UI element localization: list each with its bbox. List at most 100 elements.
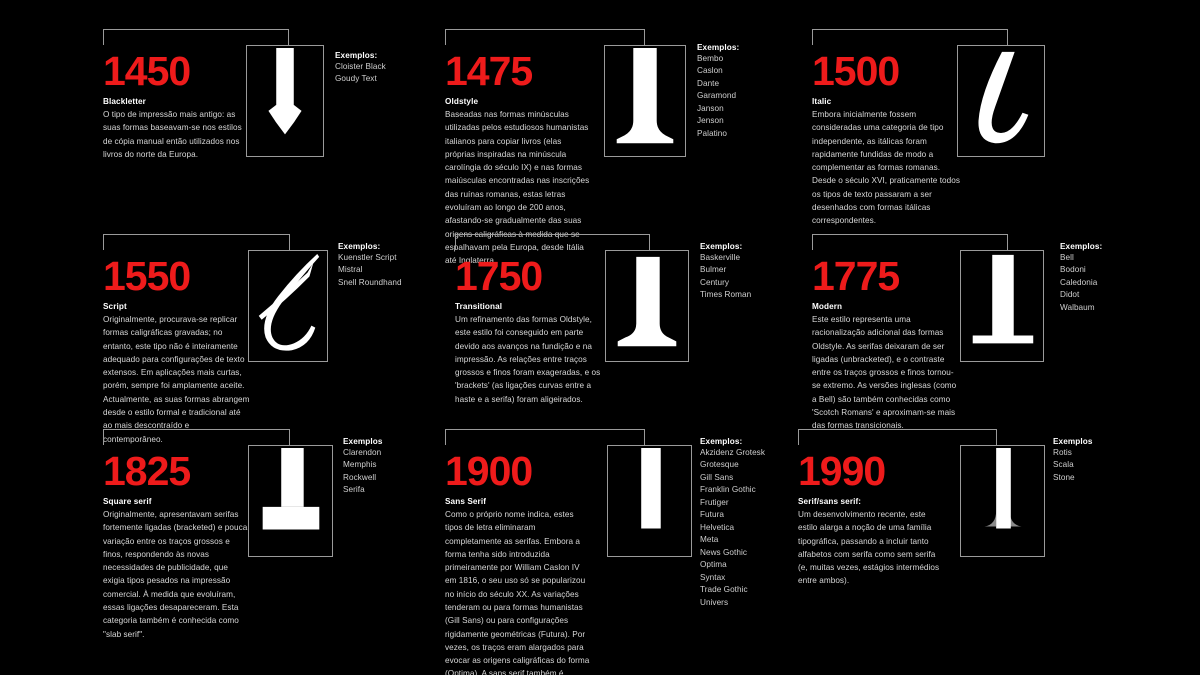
examples-items: Akzidenz Grotesk Grotesque Gill Sans Frankl… bbox=[700, 447, 820, 609]
style-description: O tipo de impressão mais antigo: as suas… bbox=[103, 110, 242, 159]
example-item: Optima bbox=[700, 560, 727, 570]
example-item: Syntax bbox=[700, 572, 726, 582]
example-item: Serifa bbox=[343, 485, 365, 495]
timeline-cell-1825: 1825 Square serif Originalmente, apresen… bbox=[103, 429, 403, 639]
serif-sans-i-icon bbox=[984, 447, 1022, 529]
style-description: Como o próprio nome indica, estes tipos … bbox=[445, 510, 590, 675]
blackletter-i-icon bbox=[268, 47, 302, 135]
style-name: Sans Serif bbox=[445, 497, 487, 506]
example-item: Snell Roundhand bbox=[338, 277, 402, 287]
examples-title: Exemplos: bbox=[700, 437, 743, 446]
glyph-specimen-blackletter bbox=[246, 45, 324, 157]
example-item: Helvetica bbox=[700, 522, 735, 532]
example-item: Frutiger bbox=[700, 497, 729, 507]
cell-bracket bbox=[103, 234, 290, 250]
timeline-cell-1475: 1475 Oldstyle Baseadas nas formas minúsc… bbox=[445, 29, 745, 265]
examples-items: Baskerville Bulmer Century Times Roman bbox=[700, 252, 820, 302]
examples-title: Exemplos bbox=[343, 437, 383, 446]
transitional-i-icon bbox=[617, 256, 677, 347]
oldstyle-i-icon bbox=[616, 47, 674, 144]
glyph-specimen-serif-sans bbox=[960, 445, 1045, 557]
example-item: Rotis bbox=[1053, 448, 1072, 457]
sans-serif-i-icon bbox=[641, 447, 661, 529]
style-description: Originalmente, procurava-se replicar for… bbox=[103, 315, 250, 444]
style-description: Este estilo representa uma racionalizaçã… bbox=[812, 315, 957, 431]
examples-items: Clarendon Memphis Rockwell Serifa bbox=[343, 447, 463, 497]
timeline-cell-1900: 1900 Sans Serif Como o próprio nome indi… bbox=[445, 429, 765, 675]
cell-bracket bbox=[812, 234, 1008, 250]
style-name: Serif/sans serif: bbox=[798, 497, 862, 506]
cell-bracket bbox=[445, 429, 645, 445]
style-name: Oldstyle bbox=[445, 97, 479, 106]
year-label: 1990 bbox=[798, 448, 886, 494]
example-item: Clarendon bbox=[343, 448, 382, 457]
example-item: Univers bbox=[700, 597, 729, 607]
examples-list: Exemplos: Kuenstler Script Mistral Snell R… bbox=[338, 242, 458, 289]
example-item: Scala bbox=[1053, 460, 1074, 470]
example-item: Cloister Black bbox=[335, 62, 386, 71]
italic-l-icon bbox=[978, 51, 1029, 144]
cell-bracket bbox=[103, 29, 289, 45]
example-item: Baskerville bbox=[700, 253, 741, 262]
example-item: Futura bbox=[700, 510, 724, 520]
example-item: Bodoni bbox=[1060, 265, 1086, 275]
example-item: Dante bbox=[697, 78, 720, 88]
examples-title: Exemplos: bbox=[335, 51, 378, 60]
examples-items: Rotis Scala Stone bbox=[1053, 447, 1173, 484]
style-description: Um refinamento das formas Oldstyle, este… bbox=[455, 315, 601, 404]
examples-items: Bell Bodoni Caledonia Didot Walbaum bbox=[1060, 252, 1180, 314]
year-label: 1825 bbox=[103, 448, 191, 494]
style-name: Transitional bbox=[455, 302, 503, 311]
examples-list: Exemplos: Akzidenz Grotesk Grotesque Gill … bbox=[700, 437, 820, 609]
slab-serif-i-icon bbox=[262, 447, 320, 530]
cell-bracket bbox=[103, 429, 290, 445]
year-label: 1775 bbox=[812, 253, 900, 299]
examples-list: Exemplos Clarendon Memphis Rockwell Serifa bbox=[343, 437, 463, 497]
timeline-cell-1990: 1990 Serif/sans serif: Um desenvolviment… bbox=[798, 429, 1108, 619]
example-item: Memphis bbox=[343, 460, 377, 470]
style-description: Embora inicialmente fossem consideradas … bbox=[812, 110, 960, 226]
cell-bracket bbox=[812, 29, 1008, 45]
glyph-specimen-transitional bbox=[605, 250, 689, 362]
example-item: Goudy Text bbox=[335, 74, 377, 84]
examples-list: Exemplos: Baskerville Bulmer Century Times … bbox=[700, 242, 820, 302]
examples-items: Bembo Caslon Dante Garamond Janson Jenson Pala… bbox=[697, 53, 817, 140]
examples-list: Exemplos Rotis Scala Stone bbox=[1053, 437, 1173, 484]
style-name: Modern bbox=[812, 302, 843, 311]
glyph-specimen-sans bbox=[607, 445, 692, 557]
example-item: Bembo bbox=[697, 54, 724, 63]
examples-title: Exemplos: bbox=[1060, 242, 1103, 251]
examples-list: Exemplos: Cloister Black Goudy Text bbox=[335, 51, 455, 86]
examples-list bbox=[1062, 43, 1182, 44]
year-label: 1475 bbox=[445, 48, 533, 94]
example-item: News Gothic bbox=[700, 547, 747, 557]
style-name: Italic bbox=[812, 97, 832, 106]
examples-title: Exemplos: bbox=[700, 242, 743, 251]
timeline-cell-1500: 1500 Italic Embora inicialmente fossem c… bbox=[812, 29, 1112, 225]
glyph-specimen-oldstyle bbox=[604, 45, 686, 157]
year-label: 1900 bbox=[445, 448, 533, 494]
year-label: 1750 bbox=[455, 253, 543, 299]
example-item: Franklin Gothic bbox=[700, 485, 756, 495]
timeline-cell-1750: 1750 Transitional Um refinamento das for… bbox=[455, 234, 755, 424]
cell-bracket bbox=[798, 429, 997, 445]
example-item: Gill Sans bbox=[700, 472, 734, 482]
example-item: Century bbox=[700, 277, 730, 287]
glyph-specimen-italic bbox=[957, 45, 1045, 157]
example-item: Stone bbox=[1053, 472, 1075, 482]
glyph-specimen-modern bbox=[960, 250, 1044, 362]
example-item: Jenson bbox=[697, 116, 724, 126]
year-label: 1450 bbox=[103, 48, 191, 94]
examples-title: Exemplos: bbox=[338, 242, 381, 251]
examples-title: Exemplos: bbox=[697, 43, 740, 52]
style-name: Blackletter bbox=[103, 97, 146, 106]
example-item: Akzidenz Grotesk bbox=[700, 448, 765, 457]
cell-bracket bbox=[455, 234, 650, 250]
example-item: Caslon bbox=[697, 66, 723, 76]
example-item: Garamond bbox=[697, 91, 737, 101]
glyph-specimen-slab bbox=[248, 445, 333, 557]
examples-items: Cloister Black Goudy Text bbox=[335, 61, 455, 86]
example-item: Times Roman bbox=[700, 290, 752, 300]
example-item: Didot bbox=[1060, 290, 1080, 300]
